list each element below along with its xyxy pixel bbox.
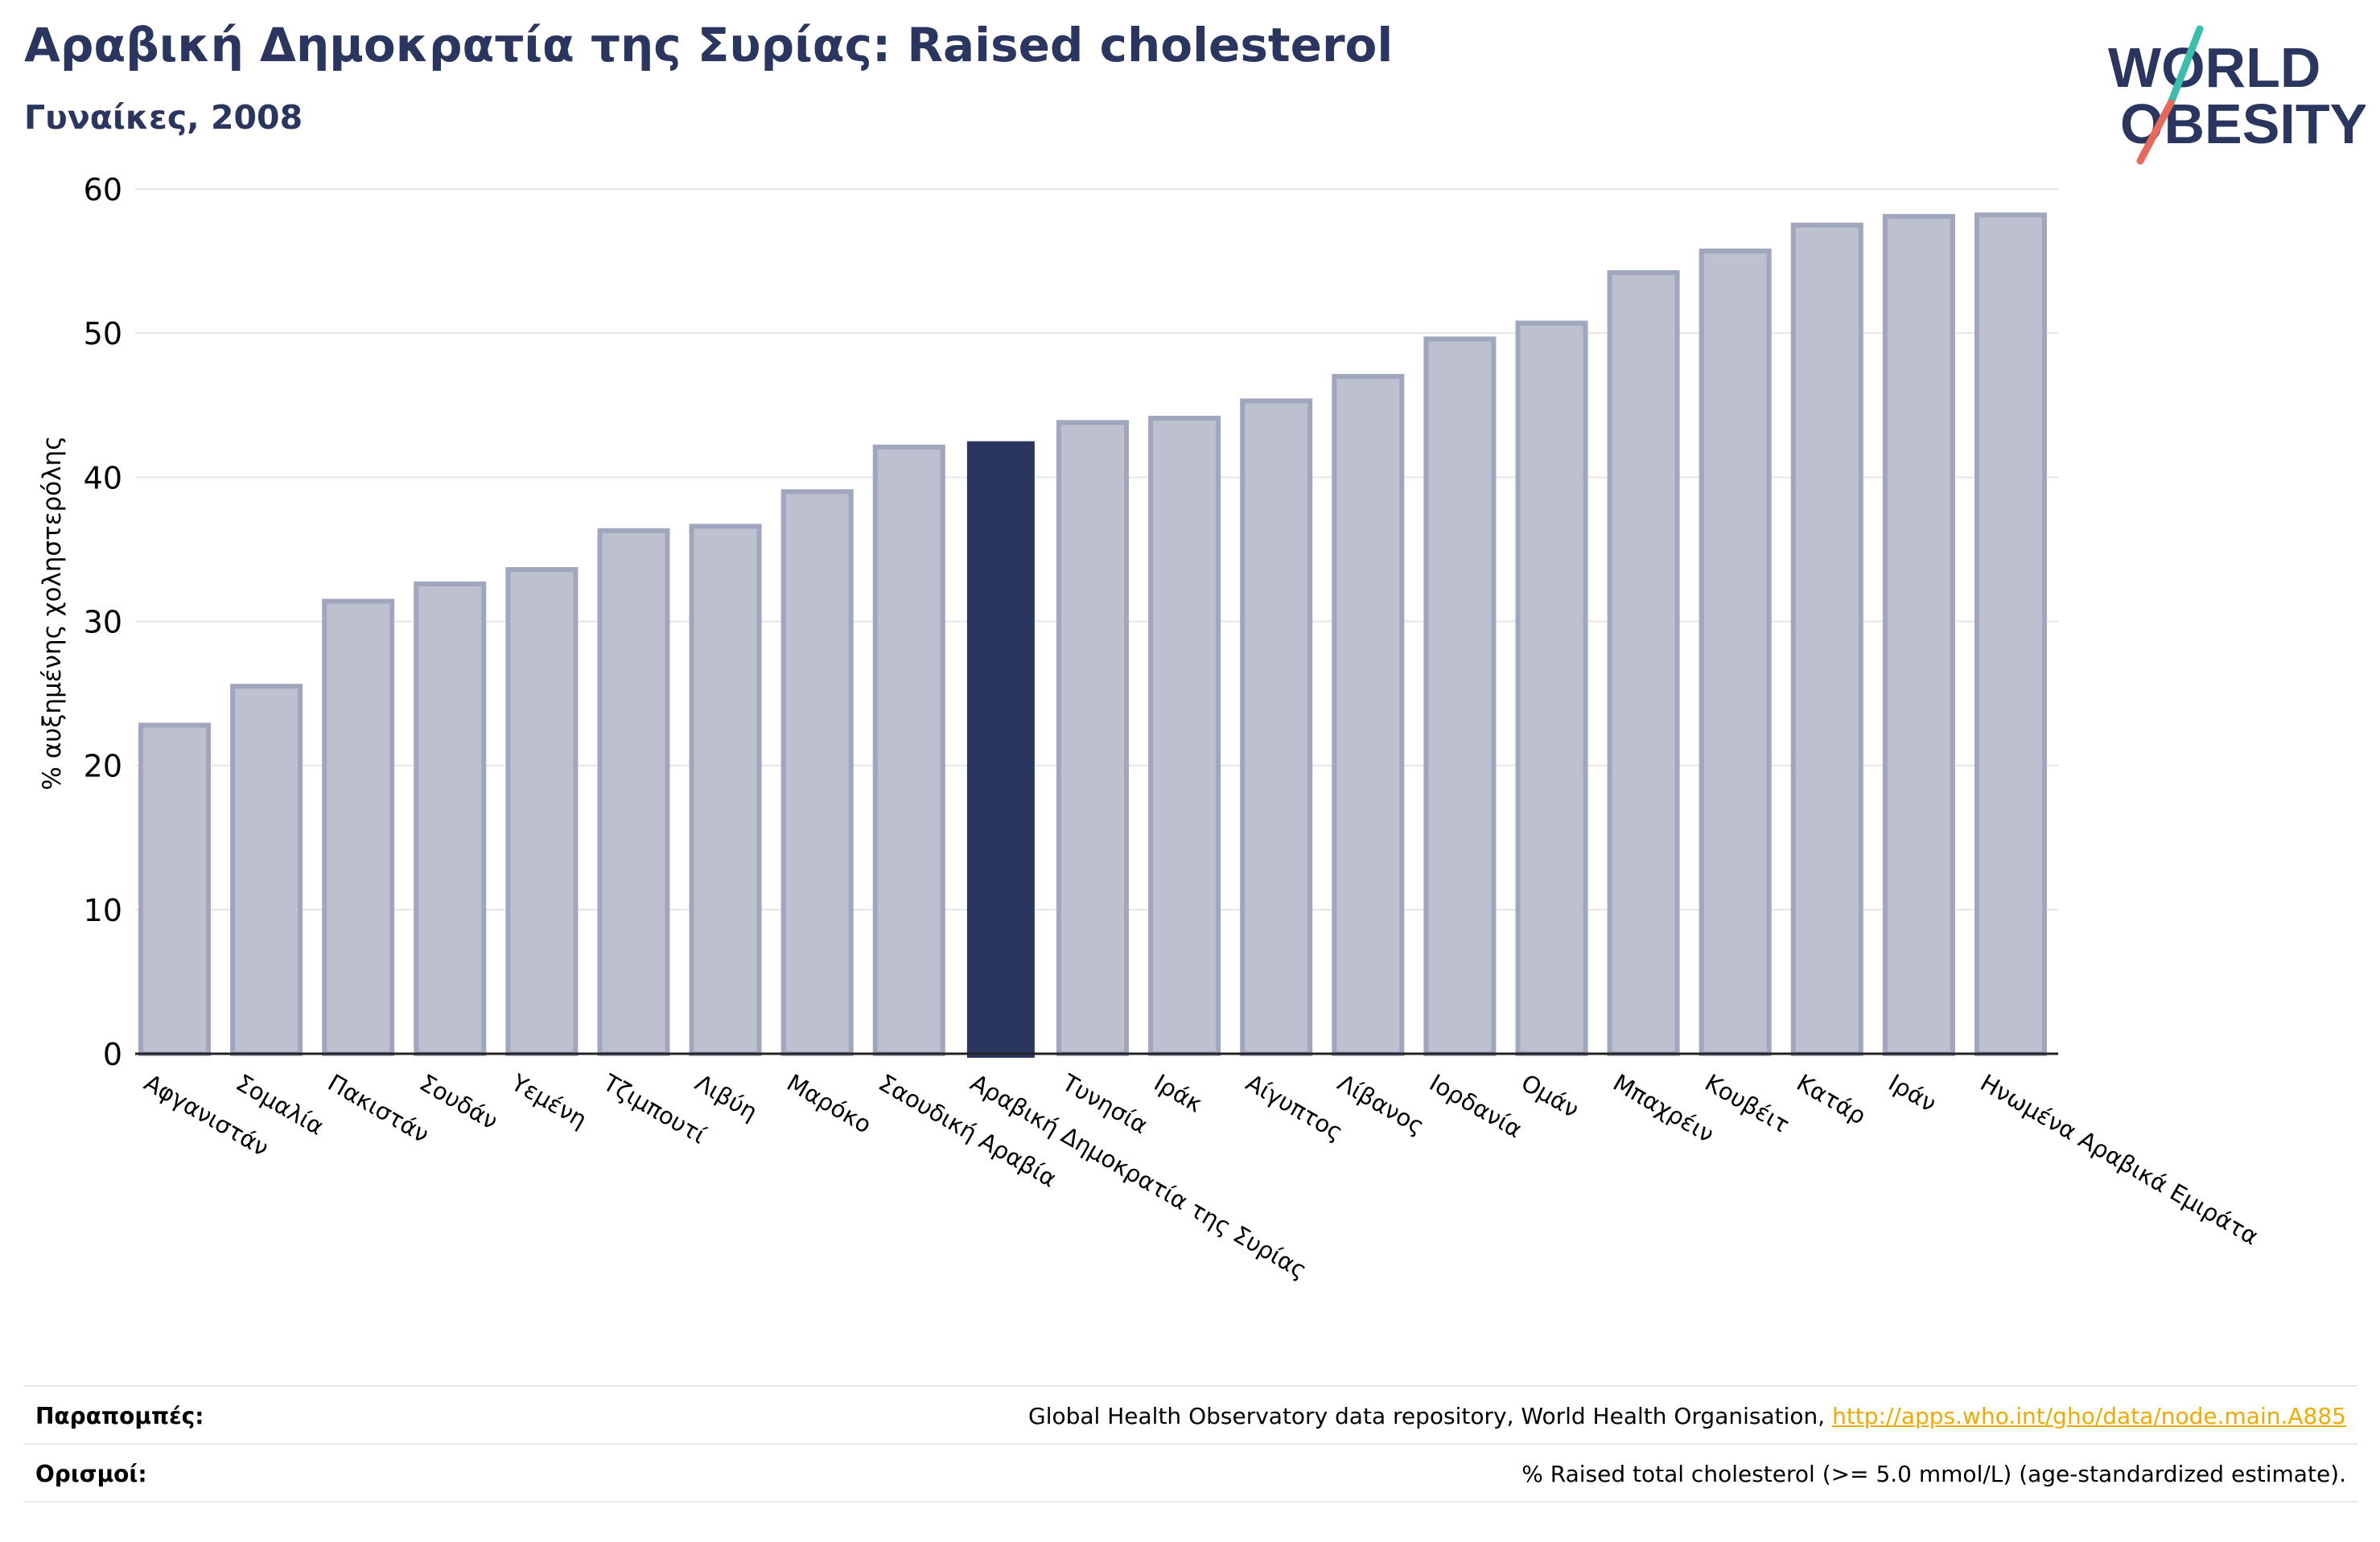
logo-slash-teal	[2167, 25, 2204, 107]
bar	[1332, 373, 1405, 1056]
references-value: Global Health Observatory data repositor…	[1028, 1403, 2357, 1429]
bar	[1699, 249, 1772, 1056]
bar-chart: 0 10 20 30 40 50 60 ΑφγανιστάνΣομαλίαΠακιστάνΣ…	[38, 172, 2263, 1284]
x-tick-label: Λιβύη	[690, 1069, 762, 1126]
x-tick-label: Μαρόκο	[782, 1069, 876, 1139]
bar	[1790, 222, 1863, 1057]
x-tick-label: Υεμένη	[506, 1068, 591, 1133]
footer-bottom-rule	[24, 1501, 2357, 1503]
x-tick-label: Λίβανος	[1333, 1069, 1429, 1141]
x-tick-label: Πακιστάν	[323, 1069, 434, 1149]
bar	[505, 567, 579, 1056]
x-tick-label: Ιράκ	[1150, 1069, 1208, 1118]
x-tick-label: Αίγυπτος	[1241, 1069, 1348, 1146]
bar	[230, 684, 303, 1056]
logo-text-world: WORLD	[2108, 36, 2320, 99]
page-title: Αραβική Δημοκρατία της Συρίας: Raised ch…	[24, 18, 1394, 72]
bar	[1148, 415, 1221, 1056]
logo-slash-red	[2136, 99, 2175, 165]
x-tick-label: Κατάρ	[1792, 1069, 1871, 1130]
x-tick-label: Ιράν	[1884, 1069, 1941, 1118]
world-obesity-logo: WORLD OBESITY	[2108, 25, 2366, 165]
x-tick-label: Ηνωμένα Αραβικά Εμιράτα	[1976, 1069, 2263, 1251]
y-tick-label: 10	[84, 893, 122, 928]
y-tick-label: 0	[103, 1037, 122, 1072]
page-subtitle: Γυναίκες, 2008	[24, 98, 303, 137]
references-label: Παραπομπές:	[35, 1402, 204, 1429]
references-link[interactable]: http://apps.who.int/gho/data/node.main.A…	[1832, 1402, 2346, 1429]
x-tick-label: Ομάν	[1517, 1069, 1583, 1124]
x-tick-label: Ιορδανία	[1425, 1069, 1527, 1144]
definitions-text: % Raised total cholesterol (>= 5.0 mmol/…	[1521, 1460, 2346, 1487]
bar	[1240, 398, 1313, 1056]
bar	[414, 581, 487, 1056]
y-tick-label: 30	[84, 605, 122, 640]
y-tick-label: 50	[84, 316, 122, 352]
y-tick-labels: 0 10 20 30 40 50 60	[84, 172, 122, 1072]
bars	[138, 212, 2047, 1058]
bar	[138, 722, 211, 1056]
x-tick-label: Τζιμπουτί	[598, 1068, 710, 1149]
bar	[322, 598, 395, 1056]
bar	[1882, 214, 1955, 1057]
y-axis-label: % αυξημένης χοληστερόλης	[38, 436, 67, 791]
bar	[1974, 212, 2047, 1056]
x-tick-label: Μπαχρέιν	[1608, 1069, 1719, 1149]
definitions-label: Ορισμοί:	[35, 1460, 147, 1487]
bar	[872, 444, 945, 1056]
bar	[689, 524, 762, 1056]
bar	[1515, 320, 1588, 1056]
references-text: Global Health Observatory data repositor…	[1028, 1402, 1833, 1429]
y-tick-label: 60	[84, 172, 122, 208]
references-row: Παραπομπές: Global Health Observatory da…	[24, 1385, 2357, 1445]
y-tick-label: 40	[84, 460, 122, 495]
bar	[1423, 336, 1497, 1057]
bar	[1607, 269, 1680, 1056]
bar	[1056, 420, 1129, 1056]
bar	[597, 528, 670, 1056]
bar	[780, 489, 854, 1056]
y-tick-label: 20	[84, 749, 122, 784]
definitions-row: Ορισμοί: % Raised total cholesterol (>= …	[24, 1443, 2357, 1503]
bar-highlighted	[966, 441, 1035, 1058]
